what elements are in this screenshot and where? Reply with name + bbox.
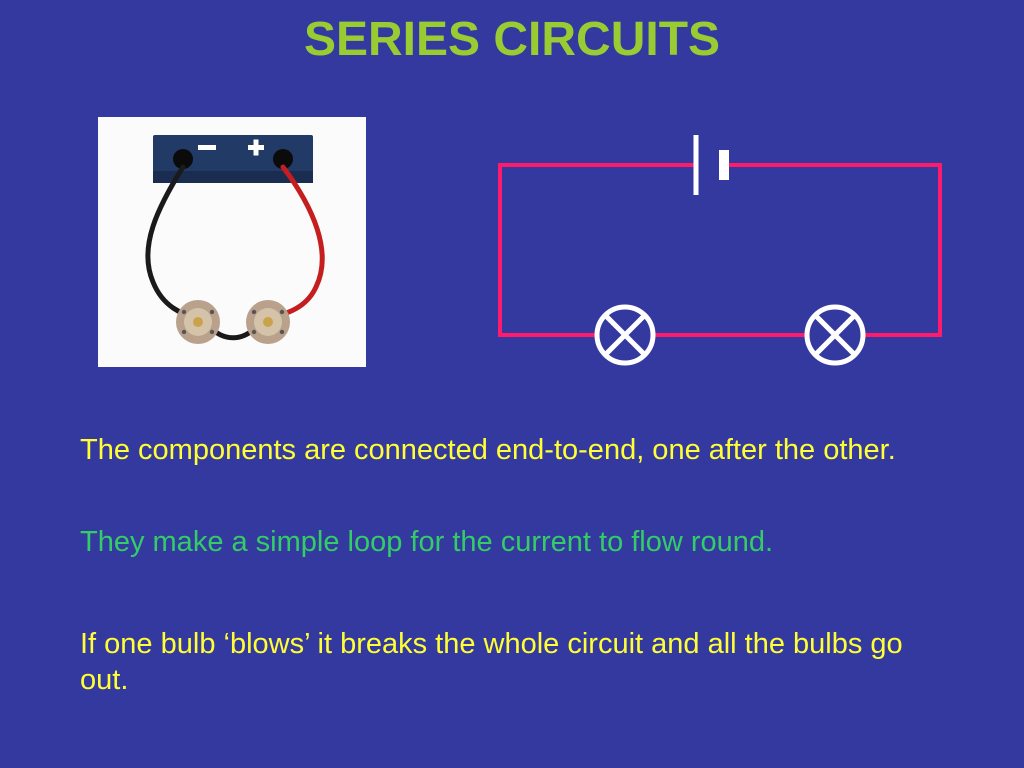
circuit-photo-svg — [98, 117, 366, 367]
battery-symbol — [696, 135, 724, 195]
bulb-symbol-1 — [597, 307, 653, 363]
slide: SERIES CIRCUITS — [0, 0, 1024, 768]
circuit-diagram-svg — [475, 117, 965, 387]
circuit-diagram — [475, 117, 965, 387]
paragraph-3: If one bulb ‘blows’ it breaks the whole … — [80, 626, 950, 699]
bulb-symbol-2 — [807, 307, 863, 363]
paragraph-2: They make a simple loop for the current … — [80, 524, 950, 560]
page-title: SERIES CIRCUITS — [0, 12, 1024, 67]
circuit-photo — [98, 117, 366, 367]
wire-group — [500, 165, 940, 335]
paragraph-1: The components are connected end-to-end,… — [80, 432, 950, 468]
